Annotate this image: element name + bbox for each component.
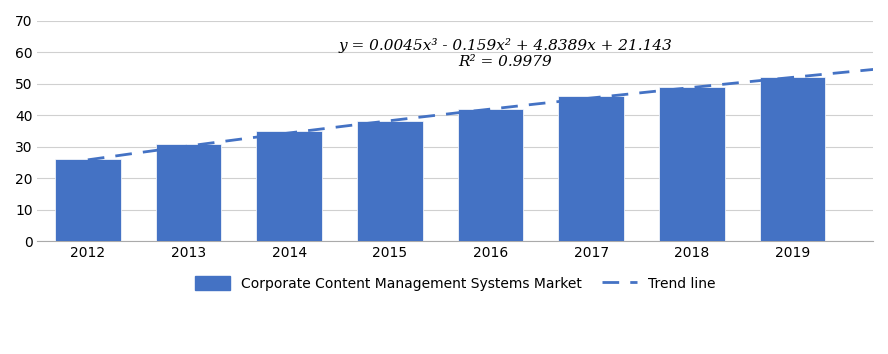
Bar [155,143,221,241]
Legend: Corporate Content Management Systems Market, Trend line: Corporate Content Management Systems Mar… [189,270,721,296]
Bar [659,87,725,241]
Bar [760,77,825,241]
Bar [457,109,523,241]
Bar [559,96,624,241]
Bar [257,131,321,241]
Bar [55,159,121,241]
Bar [357,121,423,241]
Text: y = 0.0045x³ - 0.159x² + 4.8389x + 21.143
R² = 0.9979: y = 0.0045x³ - 0.159x² + 4.8389x + 21.14… [338,38,672,69]
